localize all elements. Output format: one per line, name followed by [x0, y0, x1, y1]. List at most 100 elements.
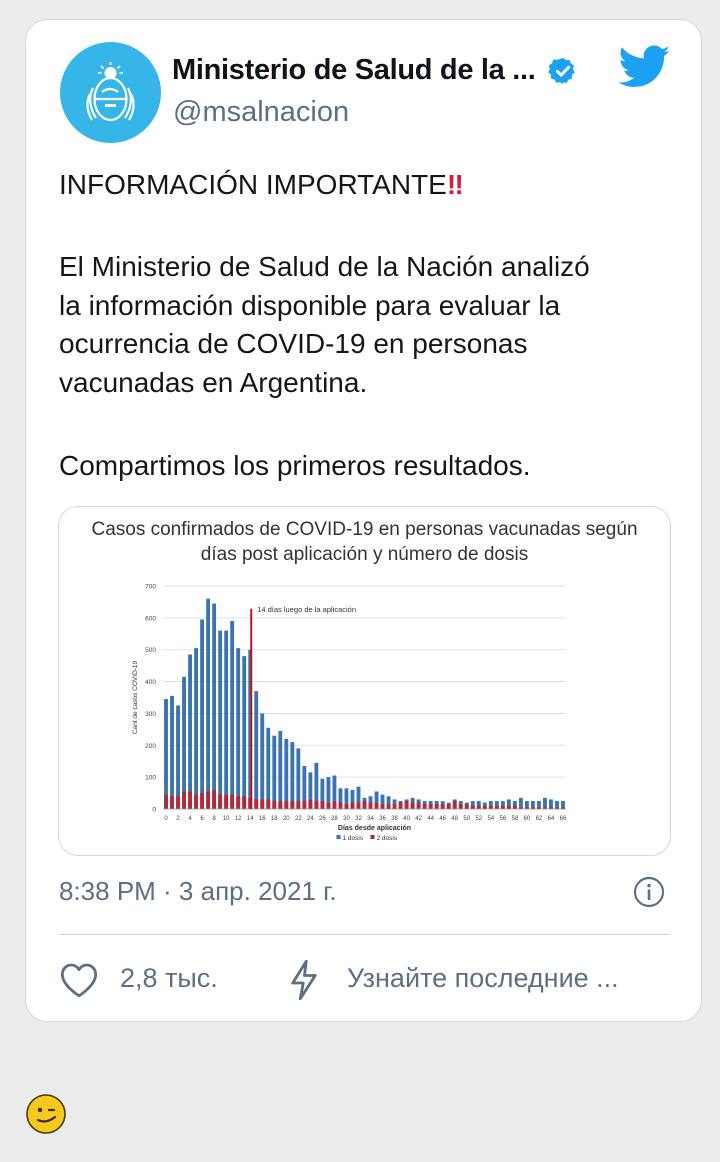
- bar-dose1: [236, 648, 241, 809]
- legend-label-dose1: 1 dosis: [343, 835, 364, 842]
- x-tick-label: 40: [403, 816, 410, 822]
- like-count[interactable]: 2,8 тыс.: [120, 963, 218, 993]
- lightning-icon[interactable]: [288, 959, 320, 1001]
- bar-dose1: [260, 713, 265, 809]
- chart-title-line2: días post aplicación y número de dosis: [200, 544, 529, 565]
- x-tick-label: 22: [295, 816, 302, 822]
- x-tick-label: 26: [319, 816, 326, 822]
- info-icon[interactable]: [633, 876, 665, 908]
- bar-dose1: [512, 801, 517, 809]
- bar-dose1: [206, 598, 211, 809]
- bar-dose1: [374, 791, 379, 809]
- bar-dose2: [356, 802, 361, 809]
- bar-dose2: [314, 801, 319, 809]
- avatar[interactable]: [60, 42, 161, 143]
- bar-dose1: [506, 799, 511, 809]
- bar-dose2: [494, 805, 499, 809]
- bar-dose2: [446, 804, 451, 809]
- author-name[interactable]: Ministerio de Salud de la ...: [172, 54, 536, 86]
- bar-dose1: [543, 797, 547, 809]
- bar-dose2: [266, 799, 271, 809]
- smiley-icon[interactable]: [25, 1093, 67, 1135]
- bar-dose1: [386, 796, 391, 809]
- bar-dose1: [350, 789, 355, 809]
- bar-dose2: [218, 794, 223, 809]
- bar-dose1: [266, 727, 271, 809]
- bar-dose2: [284, 801, 289, 809]
- bar-dose2: [380, 804, 385, 809]
- learn-more-link[interactable]: Узнайте последние ...: [347, 963, 619, 993]
- chart-title-line1: Casos confirmados de COVID-19 en persona…: [91, 519, 638, 540]
- bar-dose2: [278, 801, 283, 809]
- bar-dose1: [549, 799, 553, 809]
- tweet-card[interactable]: Ministerio de Salud de la ... @msalnacio…: [25, 19, 702, 1022]
- bar-dose1: [380, 794, 385, 809]
- bar-dose2: [230, 794, 235, 809]
- legend-swatch-dose2: [370, 835, 375, 839]
- bar-dose1: [200, 619, 205, 809]
- bar-dose1: [188, 654, 192, 809]
- bar-dose2: [555, 807, 559, 809]
- x-tick-label: 64: [548, 816, 555, 822]
- heart-icon[interactable]: [59, 961, 99, 999]
- bar-dose2: [434, 804, 439, 809]
- x-tick-label: 4: [188, 816, 192, 822]
- x-tick-label: 18: [271, 816, 278, 822]
- bar-dose2: [332, 801, 337, 809]
- twitter-bird-icon[interactable]: [619, 44, 671, 90]
- x-tick-label: 48: [451, 816, 458, 822]
- bar-dose1: [518, 797, 523, 809]
- bar-dose2: [200, 793, 205, 809]
- tweet-timestamp[interactable]: 8:38 PM · 3 апр. 2021 г.: [59, 876, 337, 906]
- double-exclamation-icon: ‼: [446, 169, 464, 200]
- bar-dose1: [555, 801, 559, 809]
- bar-dose1: [537, 801, 541, 809]
- bar-dose2: [524, 807, 529, 809]
- bar-dose1: [284, 738, 289, 809]
- bar-dose1: [272, 735, 277, 809]
- y-tick-label: 300: [145, 711, 156, 718]
- bar-dose2: [440, 804, 445, 809]
- bar-dose2: [224, 794, 229, 809]
- y-tick-label: 400: [145, 679, 156, 686]
- bar-dose1: [482, 802, 487, 809]
- verified-badge-icon: [547, 57, 575, 84]
- bar-dose1: [314, 762, 319, 809]
- bar-dose2: [236, 796, 241, 809]
- author-handle[interactable]: @msalnacion: [173, 96, 350, 128]
- x-tick-label: 66: [560, 816, 567, 822]
- bar-dose2: [543, 807, 547, 809]
- bar-dose2: [530, 807, 535, 809]
- x-tick-label: 30: [343, 816, 350, 822]
- x-tick-label: 2: [176, 816, 180, 822]
- bar-dose2: [212, 789, 217, 809]
- bar-dose1: [476, 801, 481, 809]
- x-tick-label: 38: [391, 816, 398, 822]
- tweet-image[interactable]: Casos confirmados de COVID-19 en persona…: [58, 506, 671, 856]
- y-tick-label: 0: [152, 807, 156, 814]
- tweet-body: El Ministerio de Salud de la Nación anal…: [59, 251, 590, 398]
- bar-dose2: [272, 801, 277, 809]
- x-tick-label: 12: [235, 816, 242, 822]
- bar-dose1: [218, 630, 223, 809]
- bar-dose1: [561, 801, 565, 809]
- bar-dose2: [206, 791, 211, 809]
- bar-dose2: [320, 801, 325, 809]
- y-tick-label: 600: [145, 615, 156, 622]
- bar-dose1: [326, 777, 331, 809]
- bar-dose2: [452, 801, 457, 809]
- bar-dose1: [368, 796, 373, 809]
- x-tick-label: 52: [475, 816, 482, 822]
- x-tick-label: 14: [247, 816, 254, 822]
- y-tick-label: 500: [145, 647, 156, 654]
- bar-dose2: [512, 805, 517, 809]
- bar-dose2: [326, 802, 331, 809]
- x-tick-label: 8: [212, 816, 216, 822]
- x-tick-label: 54: [487, 816, 494, 822]
- bar-dose2: [296, 801, 301, 809]
- bar-dose1: [320, 778, 325, 809]
- x-tick-label: 46: [439, 816, 446, 822]
- bar-dose2: [374, 802, 379, 809]
- x-tick-label: 10: [223, 816, 230, 822]
